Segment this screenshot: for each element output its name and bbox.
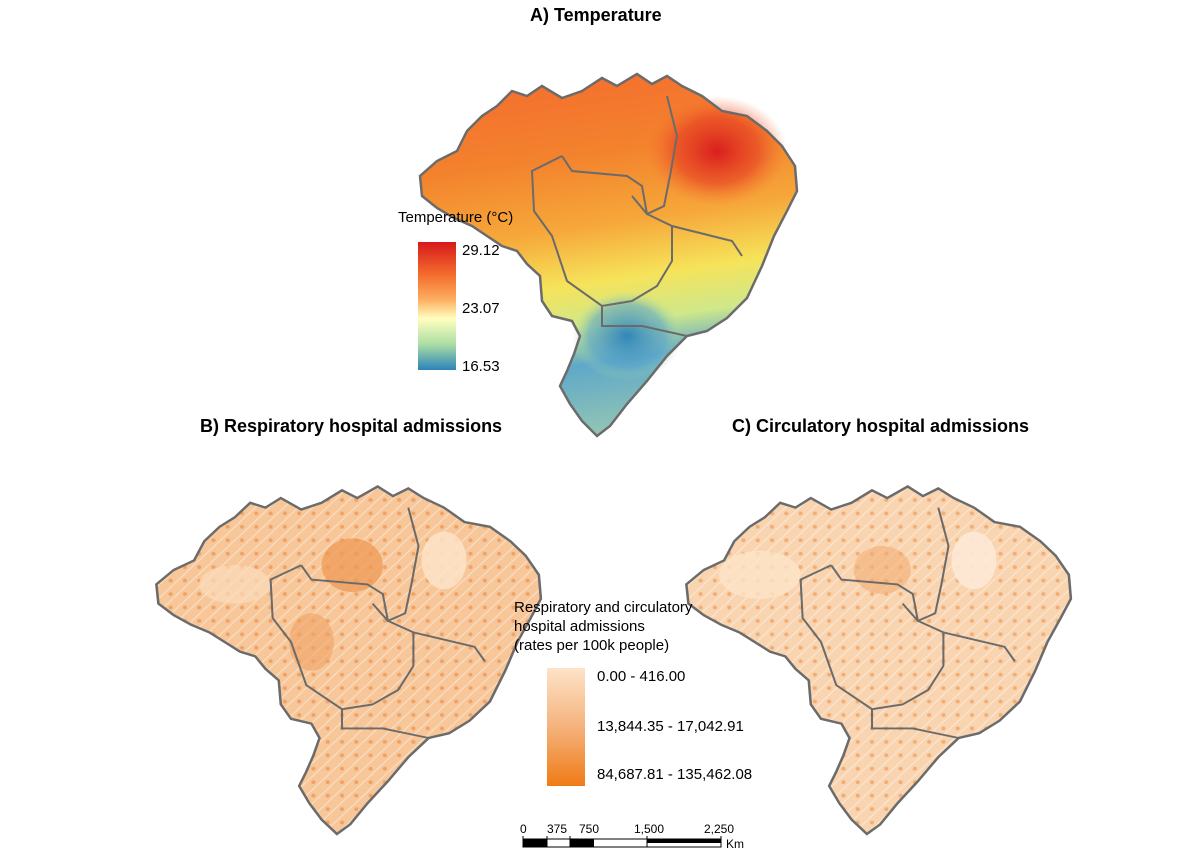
respiratory-map — [155, 485, 543, 836]
temperature-legend-mid: 23.07 — [462, 300, 500, 317]
admissions-legend-title-line2: hospital admissions — [514, 618, 645, 635]
temperature-legend-min: 16.53 — [462, 358, 500, 375]
scale-tick-2250: 2,250 — [704, 822, 735, 836]
temperature-legend-title: Temperature (°C) — [398, 209, 514, 226]
temperature-legend-bar — [418, 242, 456, 370]
temperature-map — [418, 72, 799, 438]
admissions-legend-bar — [547, 668, 585, 786]
scale-tick-750: 750 — [579, 822, 600, 836]
scale-tick-0: 0 — [520, 822, 527, 836]
admissions-legend-class-mid: 13,844.35 - 17,042.91 — [597, 718, 744, 735]
scale-tick-1500: 1,500 — [634, 822, 665, 836]
scale-tick-375: 375 — [547, 822, 568, 836]
panel-c-title: C) Circulatory hospital admissions — [732, 416, 1030, 436]
admissions-legend-title-line1: Respiratory and circulatory — [514, 599, 693, 616]
panel-a-title: A) Temperature — [530, 5, 662, 25]
admissions-legend-title-line3: (rates per 100k people) — [514, 637, 670, 654]
scale-bar — [522, 836, 722, 848]
scale-unit: Km — [726, 837, 744, 851]
temperature-legend-max: 29.12 — [462, 242, 500, 259]
panel-b-title: B) Respiratory hospital admissions — [200, 416, 503, 436]
admissions-legend-class-high: 84,687.81 - 135,462.08 — [597, 766, 753, 783]
admissions-legend-class-low: 0.00 - 416.00 — [597, 668, 686, 685]
circulatory-map — [685, 485, 1073, 836]
